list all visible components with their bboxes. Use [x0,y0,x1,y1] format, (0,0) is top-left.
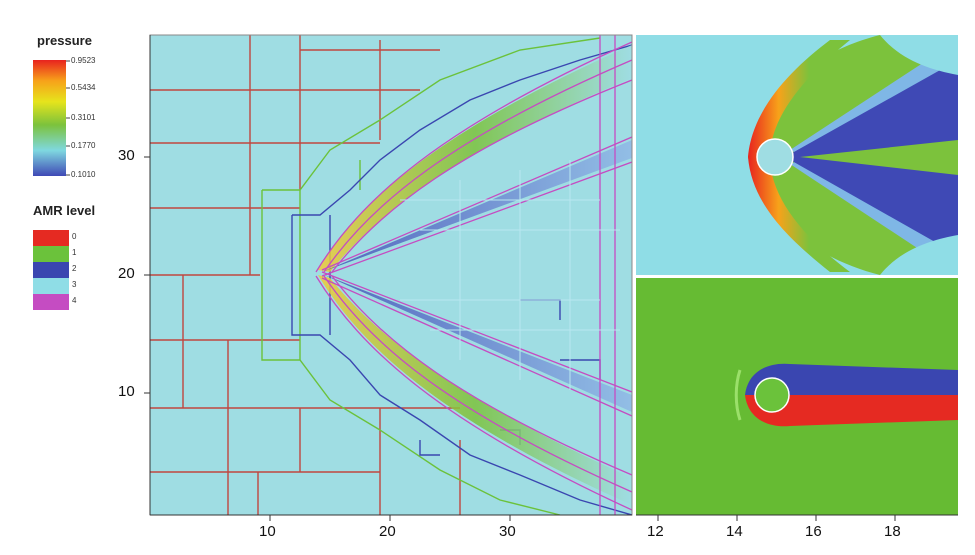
pressure-tick-1: 0.5434 [71,83,96,92]
left-y-tick-10: 10 [118,383,135,400]
amr-label-2: 2 [72,264,77,273]
velocity-field-panel [636,278,958,515]
bow-shock-lower [318,275,632,505]
left-axis-ticks [144,35,632,521]
pressure-legend-title: pressure [37,33,92,48]
legend: pressure 0.9523 0.5434 0.3101 0.1 [0,0,140,330]
pressure-tick-3: 0.1770 [71,141,96,150]
pressure-field-panel [636,35,958,275]
amr-level-0-grid [150,35,461,515]
right-x-tick-14: 14 [726,523,743,540]
amr-label-3: 3 [72,280,77,289]
amr-level-4-grid [315,35,632,515]
left-y-tick-30: 30 [118,147,135,164]
amr-swatch-0 [33,230,69,246]
amr-label-1: 1 [72,248,77,257]
amr-level-3-grid [400,160,620,390]
pressure-tick-2: 0.3101 [71,113,96,122]
cylinder-bottom [754,377,790,413]
amr-swatch-2 [33,262,69,278]
amr-swatch-1 [33,246,69,262]
left-x-tick-30: 30 [499,523,516,540]
pressure-tick-4: 0.1010 [71,170,96,179]
amr-swatch-4 [33,294,69,310]
left-y-tick-20: 20 [118,265,135,282]
right-axis-ticks [636,514,958,521]
cylinder-top [756,138,794,176]
amr-level-1-grid [261,37,601,515]
amr-swatch-3 [33,278,69,294]
pressure-colorbar [33,60,66,176]
right-x-tick-16: 16 [805,523,822,540]
left-x-tick-20: 20 [379,523,396,540]
amr-label-4: 4 [72,296,77,305]
pressure-tick-0: 0.9523 [71,56,96,65]
wake-upper [322,140,632,272]
right-x-tick-12: 12 [647,523,664,540]
bow-shock-upper [318,45,632,272]
amr-legend-title: AMR level [33,203,96,218]
left-x-tick-10: 10 [259,523,276,540]
wake-lower [322,274,632,412]
right-x-tick-18: 18 [884,523,901,540]
legend-graphics [33,60,70,310]
amr-label-0: 0 [72,232,77,241]
